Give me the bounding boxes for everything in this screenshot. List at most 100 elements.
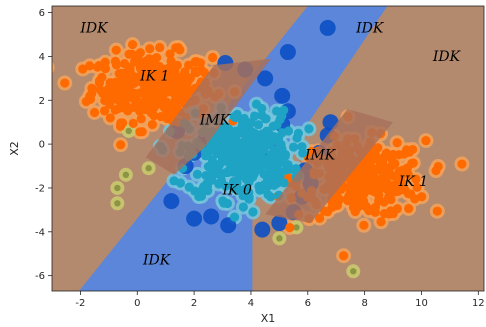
class-1-point [94,60,104,71]
x-tick-label: 10 [415,298,428,309]
region-label: IDK [79,20,109,36]
class-1-point [364,177,374,187]
outlier-point-core [293,224,300,231]
region-label: IK 0 [222,183,252,199]
class-0-point [279,105,289,115]
class-1-point [355,167,365,177]
class-1-point [115,83,125,94]
class-1-point [175,75,185,85]
y-tick-label: -4 [35,227,45,238]
boundary-point [220,217,237,234]
class-1-point [392,181,402,191]
class-1-point [347,193,358,203]
x-tick-label: 2 [191,298,197,309]
y-axis-title: X2 [8,141,21,156]
class-0-point [245,119,255,129]
y-tick-label: -6 [35,271,45,282]
class-1-point [359,220,369,230]
class-1-point [319,206,330,216]
class-1-point [111,45,121,55]
class-0-point [272,106,282,116]
class-1-point [117,75,127,85]
class-0-point [250,128,260,139]
class-1-point [147,119,157,130]
class-1-point [134,88,144,98]
class-1-point [370,187,380,197]
class-0-point [175,178,186,188]
class-0-point [229,183,239,193]
class-0-point [192,169,203,179]
class-1-point [338,251,349,261]
class-1-point [208,52,218,63]
class-0-point [244,194,254,204]
x-tick-label: 4 [248,298,254,309]
class-0-point [199,181,209,192]
class-1-point [417,192,427,202]
y-tick-label: 6 [39,8,45,19]
class-1-point [98,87,108,97]
class-1-point [348,202,359,213]
region-label: IDK [432,49,462,65]
class-1-point [119,59,130,69]
class-0-point [207,155,217,165]
class-1-point [122,90,132,100]
class-1-point [392,204,402,214]
class-1-point [370,149,380,159]
class-1-point [128,118,138,128]
class-1-point [111,60,121,70]
boundary-point [254,221,271,238]
class-1-point [162,113,172,124]
class-1-point [382,185,392,195]
y-tick-label: 4 [39,52,45,63]
class-0-point [285,164,296,174]
class-1-point [154,61,164,71]
class-1-point [412,182,422,192]
class-0-point [231,128,242,139]
y-axis-ticks: -6 -4 -2 0 2 4 6 [35,8,52,282]
class-0-point [257,103,267,114]
class-0-point [212,168,222,179]
x-axis-title: X1 [261,312,276,325]
class-0-point [274,152,285,162]
class-1-point [136,114,146,124]
region-label: IMK [304,147,337,163]
class-1-point [376,217,386,227]
class-1-point [457,159,467,169]
outlier-point-core [350,268,357,275]
overlap-region-layer [145,58,394,224]
class-0-point [293,128,303,138]
class-1-point [142,102,152,112]
class-0-point [229,212,240,222]
class-0-point [218,140,228,150]
x-tick-label: 0 [134,298,140,309]
class-0-point [248,207,258,217]
class-1-point [113,104,123,114]
point-halo [52,61,55,74]
class-1-point [160,82,171,92]
class-1-point [404,203,414,214]
boundary-point [319,19,336,36]
class-0-point [273,165,283,175]
y-tick-label: 2 [39,96,45,107]
outlier-point-core [125,127,132,135]
region-label: IDK [355,20,385,36]
class-1-point [127,49,137,59]
class-0-point [297,142,307,152]
class-1-point [190,57,200,67]
class-1-point [421,135,431,146]
region-label: IDK [142,253,172,269]
class-0-point [224,147,234,158]
class-0-point [238,202,248,212]
class-1-point [132,99,143,109]
class-0-point [194,191,204,202]
boundary-point [186,210,203,227]
class-1-point [378,168,388,178]
class-0-point [259,131,269,141]
class-1-point [60,78,70,88]
class-1-point [155,42,165,53]
class-0-point [263,190,273,200]
outlier-point-core [276,235,283,242]
class-1-point [116,140,126,150]
y-tick-label: -2 [35,183,45,194]
